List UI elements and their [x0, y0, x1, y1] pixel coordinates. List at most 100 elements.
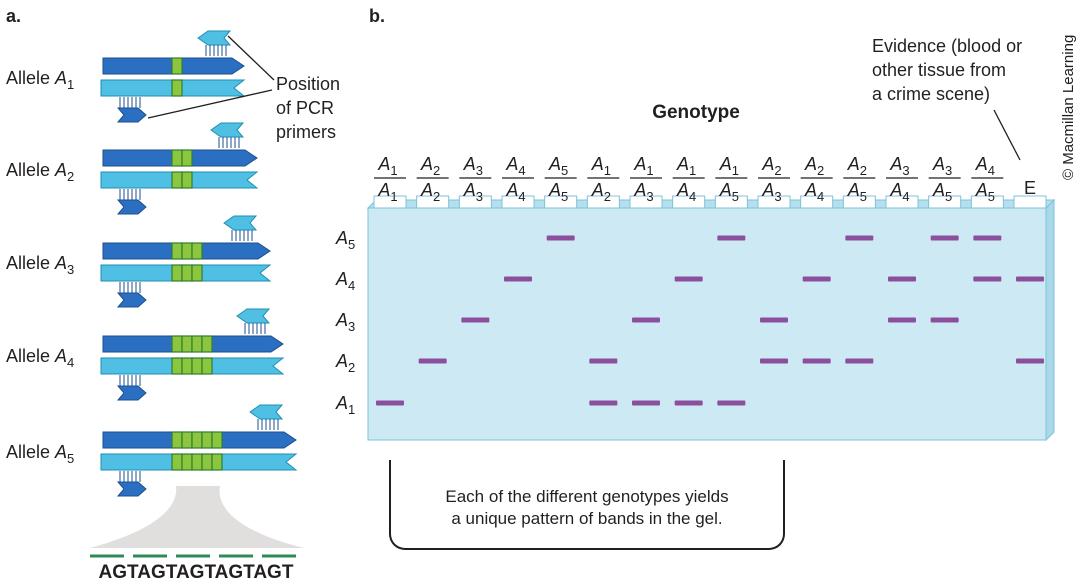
caption-box: Each of the different genotypes yields a… — [389, 460, 785, 550]
caption-text: Each of the different genotypes yields a… — [391, 486, 783, 530]
repeat-block-bottom — [191, 357, 203, 375]
gel-band — [802, 358, 831, 364]
lane-allele-bottom: A4 — [889, 180, 909, 204]
repeat-block-bottom — [171, 171, 183, 189]
lane-allele-top: A1 — [591, 154, 611, 178]
gel-well — [373, 195, 407, 209]
repeat-block-bottom — [181, 453, 193, 471]
repeat-block-top — [171, 431, 183, 449]
gel-well — [928, 195, 962, 209]
evidence-line-3: a crime scene) — [872, 84, 990, 104]
allele-diagrams: Allele A1 Allele A2 Allele A3 Allele A4 Alle… — [6, 30, 298, 497]
gel-well — [416, 195, 450, 209]
lane-allele-bottom: A5 — [847, 180, 867, 204]
gel-well — [586, 195, 620, 209]
lane-allele-bottom: A5 — [975, 180, 995, 204]
gel-well — [629, 195, 663, 209]
panel-a-label: a. — [6, 6, 21, 26]
lane-allele-bottom: A1 — [377, 180, 397, 204]
primer-bottom — [116, 481, 147, 497]
panel-b-label: b. — [369, 6, 385, 26]
gel-band — [845, 235, 874, 241]
gel-well — [1013, 195, 1047, 209]
gel-band — [589, 400, 618, 406]
callout-line-bottom — [147, 89, 273, 119]
lane-allele-bottom: A5 — [932, 180, 952, 204]
repeat-block-bottom — [171, 79, 183, 97]
gel-well — [501, 195, 535, 209]
gel-well — [885, 195, 919, 209]
primer-top — [249, 404, 284, 420]
lane-allele-top: A2 — [804, 154, 824, 178]
row-label-a5: A5 — [335, 228, 355, 252]
repeat-block-top — [181, 242, 193, 260]
gel-well — [672, 195, 706, 209]
primer-top — [210, 122, 245, 138]
primer-top — [223, 215, 258, 231]
evidence-lane-label: E — [1024, 178, 1036, 198]
allele-2: Allele A2 — [6, 122, 259, 215]
repeat-block-top — [191, 242, 203, 260]
gel-band — [930, 317, 959, 323]
row-label-a2: A2 — [335, 351, 355, 375]
repeat-block-top — [171, 335, 183, 353]
lane-allele-bottom: A4 — [505, 180, 525, 204]
lane-allele-bottom: A5 — [548, 180, 568, 204]
lane-allele-top: A2 — [420, 154, 440, 178]
row-label-a4: A4 — [335, 269, 355, 293]
gel-band — [1016, 358, 1044, 364]
allele-1: Allele A1 — [6, 30, 246, 123]
row-label-a3: A3 — [335, 310, 355, 334]
gel-band — [674, 276, 703, 282]
lane-allele-bottom: A3 — [761, 180, 781, 204]
lane-allele-top: A2 — [761, 154, 781, 178]
lane-allele-top: A2 — [847, 154, 867, 178]
repeat-block-bottom — [171, 264, 183, 282]
primer-callout: Position of PCR primers — [147, 35, 340, 142]
gel-band — [973, 235, 1002, 241]
allele-5: Allele A5 — [6, 404, 298, 497]
gel-bands — [376, 235, 1044, 406]
allele-label: Allele A5 — [6, 442, 74, 466]
gel-band — [1016, 276, 1044, 282]
callout-line-top — [227, 35, 275, 81]
allele-label: Allele A3 — [6, 253, 74, 277]
gel-band — [461, 317, 490, 323]
repeat-block-top — [181, 149, 193, 167]
gel-band — [504, 276, 532, 282]
lane-allele-bottom: A4 — [676, 180, 696, 204]
evidence-pointer — [993, 109, 1021, 161]
repeat-block-top — [191, 431, 203, 449]
allele-3: Allele A3 — [6, 215, 272, 308]
lane-labels: A1A1A2A2A3A3A4A4A5A5A1A2A1A3A1A4A1A5A2A3… — [374, 154, 1036, 204]
row-label-a1: A1 — [335, 393, 355, 417]
gel-side — [1045, 198, 1055, 442]
credit-line: © Macmillan Learning — [1060, 35, 1077, 180]
primer-bottom — [116, 385, 147, 401]
repeat-block-bottom — [201, 357, 213, 375]
lane-allele-top: A4 — [505, 154, 525, 178]
repeat-block-bottom — [211, 453, 223, 471]
gel-band — [760, 317, 788, 323]
repeat-sequence: AGTAGTAGTAGTAGT — [99, 562, 294, 583]
repeat-block-top — [181, 335, 193, 353]
repeat-block-top — [211, 431, 223, 449]
gel-band — [546, 235, 575, 241]
repeat-block-top — [181, 431, 193, 449]
gel-band — [632, 317, 660, 323]
lane-allele-top: A3 — [932, 154, 952, 178]
callout-line-1: Position — [276, 74, 340, 94]
gel-well — [714, 195, 748, 209]
repeat-block-bottom — [171, 357, 183, 375]
gel-well — [757, 195, 791, 209]
gel-well — [800, 195, 834, 209]
primer-top — [197, 30, 232, 46]
repeat-block-bottom — [181, 171, 193, 189]
